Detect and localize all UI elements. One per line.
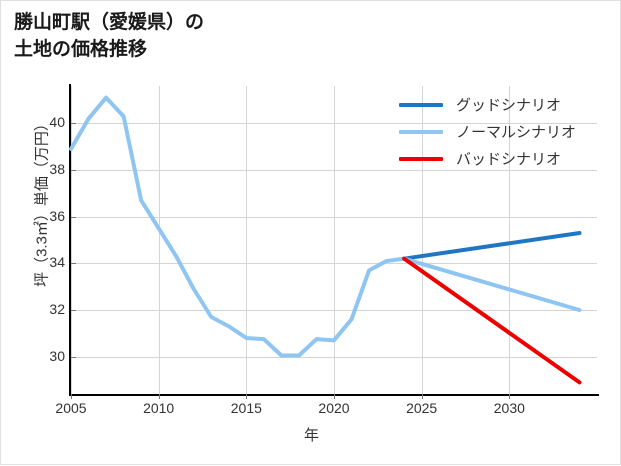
gridline-vertical — [158, 86, 160, 394]
x-axis-title: 年 — [303, 427, 319, 444]
series-line-bad — [402, 256, 582, 385]
series-line-history — [69, 95, 407, 358]
legend-label-good: グッドシナリオ — [456, 97, 562, 114]
legend-swatch-good — [399, 102, 443, 107]
y-axis-title: 坪（3.3㎡）単価（万円） — [33, 116, 51, 287]
series-line-normal — [402, 256, 582, 312]
legend-label-normal: ノーマルシナリオ — [456, 124, 577, 141]
x-axis-tick-mark — [509, 394, 511, 399]
y-axis-tick-mark — [71, 170, 76, 171]
data-series-layer — [69, 95, 582, 385]
y-axis-tick-label: 36 — [49, 207, 65, 224]
y-axis-tick-labels: 30 32 34 36 38 40 — [31, 1, 65, 466]
x-axis-tick-label: 2030 — [493, 400, 525, 416]
y-axis-tick-label: 34 — [49, 254, 65, 271]
gridline-vertical — [421, 86, 423, 394]
legend-item-normal[interactable]: ノーマルシナリオ — [399, 118, 604, 145]
x-axis-tick-label: 2015 — [230, 400, 262, 416]
x-axis-tick-mark — [158, 394, 160, 399]
y-axis-spine — [69, 84, 71, 396]
gridline-vertical — [246, 86, 248, 394]
legend-label-bad: バッドシナリオ — [456, 151, 562, 168]
y-axis-tick-mark — [71, 356, 76, 358]
x-axis-tick-mark — [246, 394, 248, 399]
x-axis-tick-label: 2025 — [406, 400, 438, 416]
x-axis-tick-label: 2005 — [55, 400, 87, 416]
chart-title: 勝山町駅（愛媛県）の 土地の価格推移 — [14, 12, 205, 60]
y-axis-tick-label: 30 — [49, 347, 65, 364]
x-axis-tick-mark — [421, 394, 423, 399]
x-axis-tick-label: 2020 — [318, 400, 350, 416]
y-axis-tick-mark — [71, 310, 76, 311]
legend-swatch-normal — [399, 129, 443, 134]
legend-swatch-bad — [399, 156, 443, 161]
y-axis-tick-label: 38 — [49, 161, 65, 177]
plot-area — [69, 86, 597, 394]
legend-item-good[interactable]: グッドシナリオ — [399, 91, 604, 118]
y-axis-tick-mark — [71, 263, 76, 265]
y-axis-tick-mark — [71, 123, 76, 125]
gridline-vertical — [334, 86, 335, 394]
y-axis-tick-label: 40 — [49, 114, 65, 131]
series-line-good — [402, 231, 582, 261]
chart-legend: グッドシナリオ ノーマルシナリオ バッドシナリオ — [399, 91, 604, 172]
y-axis-tick-label: 32 — [49, 301, 65, 317]
x-axis-tick-mark — [71, 394, 72, 399]
x-axis-tick-label: 2010 — [143, 400, 175, 416]
x-axis-tick-mark — [334, 394, 335, 399]
gridline-vertical — [71, 86, 72, 394]
gridline-vertical — [509, 86, 511, 394]
y-axis-tick-mark — [71, 216, 76, 218]
legend-item-bad[interactable]: バッドシナリオ — [399, 145, 604, 172]
